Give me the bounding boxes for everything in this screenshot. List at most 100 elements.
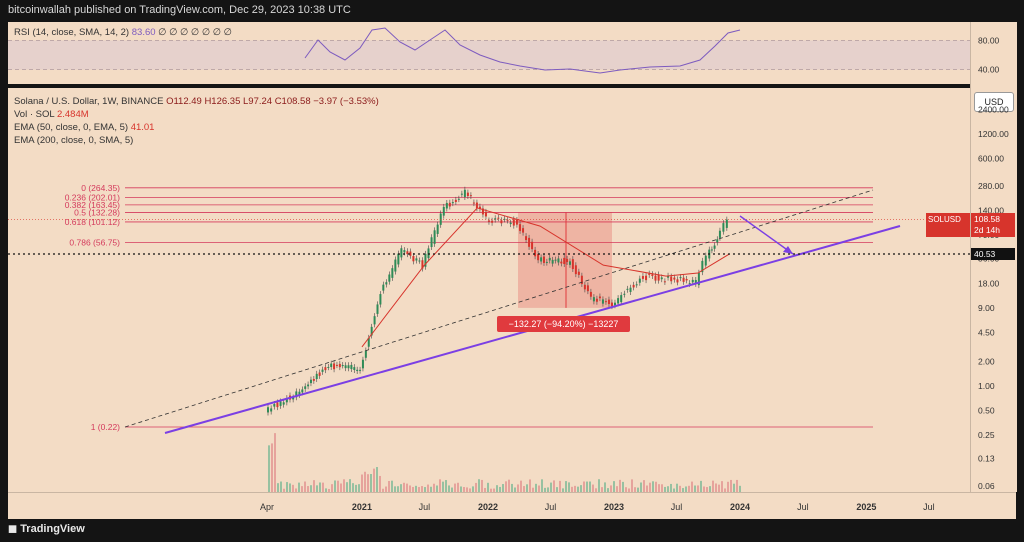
candle-body [449, 203, 451, 207]
candle-body [473, 203, 475, 204]
candle-body [461, 194, 463, 195]
volume-bar [271, 443, 273, 492]
volume-layer [268, 433, 741, 492]
volume-bar [694, 486, 696, 492]
volume-bar [460, 486, 462, 492]
candle-body [569, 261, 571, 264]
candle-body [270, 408, 272, 411]
volume-bar [304, 482, 306, 492]
axis-layer: 2400.001200.00600.00280.00140.0070.0036.… [260, 36, 1009, 513]
volume-bar [556, 487, 558, 492]
rsi-axis-label: 80.00 [978, 36, 1000, 46]
candle-body [654, 276, 656, 281]
volume-bar [628, 488, 630, 492]
candle-body [599, 297, 601, 299]
volume-bar [631, 479, 633, 492]
volume-bar [697, 485, 699, 492]
time-tick-label: 2021 [352, 502, 372, 512]
crosshair-price-tag: 40.53 [971, 248, 1015, 260]
volume-bar [622, 482, 624, 492]
candle-body [497, 218, 499, 219]
candle-body [555, 260, 557, 261]
volume-bar [379, 476, 381, 492]
candle-body [322, 370, 324, 372]
candle-body [280, 401, 282, 405]
volume-bar [448, 485, 450, 492]
candle-body [400, 248, 402, 257]
volume-bar [571, 487, 573, 492]
candle-body [525, 236, 527, 240]
volume-bar [679, 486, 681, 492]
candle-body [642, 276, 644, 279]
rsi-layer [8, 28, 970, 73]
tradingview-logo[interactable]: ◼ TradingView [8, 522, 85, 535]
volume-bar [691, 482, 693, 492]
candle-body [385, 282, 387, 284]
candle-body [719, 231, 721, 238]
candle-body [359, 370, 361, 371]
volume-bar [505, 481, 507, 492]
volume-bar [436, 486, 438, 492]
candle-body [342, 365, 344, 366]
candle-body [485, 212, 487, 217]
volume-bar [385, 487, 387, 492]
candle-body [376, 304, 378, 313]
candle-body [464, 190, 466, 197]
volume-bar [346, 482, 348, 492]
volume-bar [715, 483, 717, 492]
volume-bar [595, 488, 597, 492]
volume-bar [658, 484, 660, 492]
candle-body [620, 295, 622, 302]
price-tick-label: 1.00 [978, 381, 995, 391]
volume-bar [688, 486, 690, 492]
candle-body [596, 299, 598, 302]
volume-bar [325, 488, 327, 492]
candle-body [324, 367, 326, 370]
fib-label: 0.5 (132.28) [74, 207, 120, 217]
volume-bar [601, 487, 603, 492]
candle-body [711, 249, 713, 250]
volume-bar [598, 479, 600, 492]
volume-bar [352, 483, 354, 492]
volume-bar [445, 480, 447, 492]
volume-bar [580, 485, 582, 492]
price-tick-label: 1200.00 [978, 129, 1009, 139]
candle-body [670, 277, 672, 282]
volume-bar [526, 484, 528, 492]
volume-bar [541, 479, 543, 492]
fib-label: 0.786 (56.75) [69, 237, 120, 247]
candle-body [602, 299, 604, 303]
volume-bar [415, 486, 417, 492]
fib-label: 0.618 (101.12) [65, 217, 120, 227]
rsi-axis-label: 40.00 [978, 65, 1000, 75]
candle-body [676, 279, 678, 282]
volume-bar [577, 487, 579, 492]
volume-bar [418, 487, 420, 492]
volume-bar [625, 487, 627, 492]
candle-body [537, 254, 539, 260]
candle-body [267, 407, 269, 412]
candle-body [382, 285, 384, 291]
candle-body [301, 389, 303, 392]
candle-body [546, 262, 548, 263]
volume-bar [730, 480, 732, 492]
volume-bar [289, 483, 291, 492]
candle-body [313, 379, 315, 381]
candle-body [531, 242, 533, 249]
volume-bar [496, 485, 498, 492]
volume-bar [589, 482, 591, 492]
volume-bar [523, 486, 525, 492]
candle-body [560, 262, 562, 264]
volume-bar [613, 481, 615, 492]
price-tick-label: 0.25 [978, 430, 995, 440]
volume-bar [292, 485, 294, 492]
candle-body [388, 274, 390, 281]
volume-bar [361, 475, 363, 492]
candle-body [605, 301, 607, 302]
volume-bar [637, 488, 639, 492]
volume-bar [277, 483, 279, 492]
line-layer [8, 190, 970, 433]
price-tick-label: 2400.00 [978, 104, 1009, 114]
candle-body [611, 303, 613, 307]
